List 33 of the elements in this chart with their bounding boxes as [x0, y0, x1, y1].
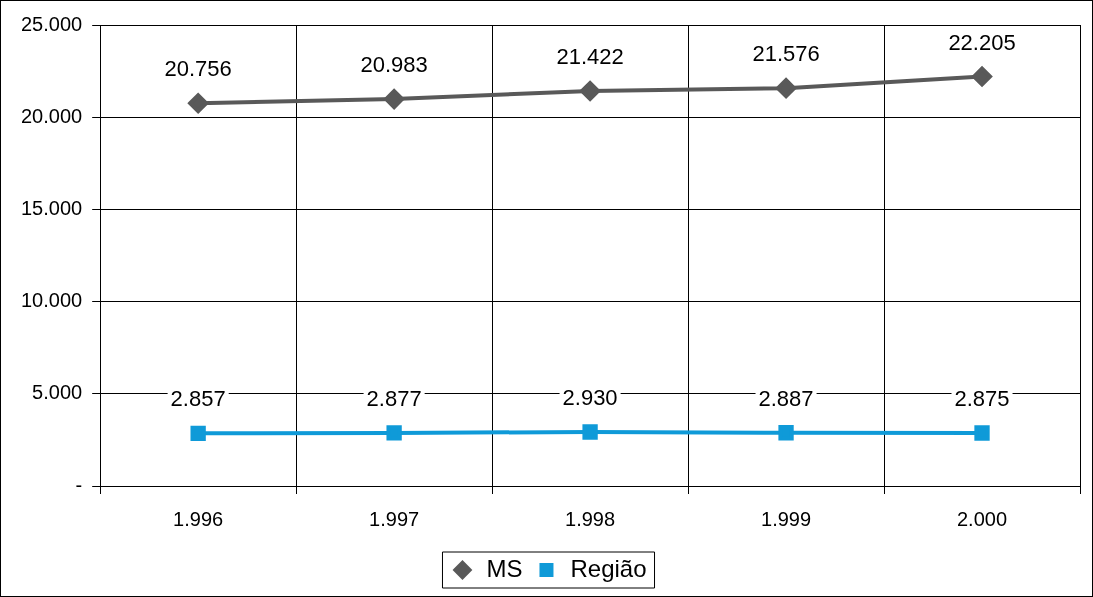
data-label: 20.983 — [360, 52, 428, 78]
y-tick-label: 25.000 — [21, 12, 83, 35]
point — [386, 425, 402, 441]
y-tick-label: 15.000 — [21, 196, 83, 219]
data-label: 2.887 — [758, 385, 814, 411]
y-tick-label: - — [75, 473, 83, 496]
legend-label: Região — [570, 554, 647, 582]
x-tick-label: 2.000 — [956, 507, 1008, 530]
x-tick-label: 1.997 — [369, 507, 420, 530]
data-label: 2.877 — [366, 386, 422, 412]
x-tick-label: 1.998 — [565, 507, 616, 530]
point — [778, 425, 794, 441]
y-tick-label: 10.000 — [21, 289, 83, 312]
data-label: 21.576 — [752, 41, 820, 67]
point — [190, 425, 206, 441]
point — [972, 66, 993, 87]
point — [384, 89, 405, 110]
data-label: 2.930 — [562, 385, 618, 411]
data-label: 21.422 — [556, 44, 624, 70]
point — [776, 78, 797, 99]
data-label: 20.756 — [164, 56, 232, 82]
data-label: 2.857 — [170, 386, 226, 412]
y-tick-label: 20.000 — [21, 104, 83, 127]
point — [582, 424, 598, 440]
x-tick-label: 1.996 — [173, 507, 224, 530]
data-label: 2.875 — [954, 386, 1010, 412]
data-label: 22.205 — [948, 29, 1016, 55]
x-tick-label: 1.999 — [761, 507, 812, 530]
y-tick-label: 5.000 — [32, 381, 83, 404]
legend-label: MS — [486, 554, 523, 582]
point — [188, 93, 209, 114]
point — [974, 425, 990, 441]
point — [580, 80, 601, 101]
